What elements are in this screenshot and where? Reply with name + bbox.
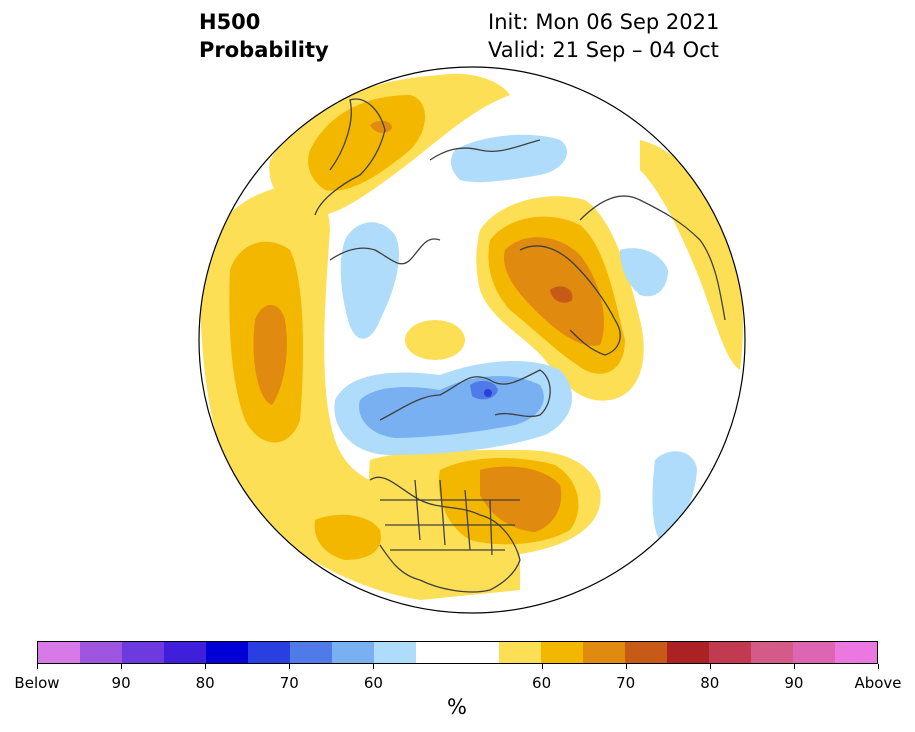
date-info: Init: Mon 06 Sep 2021 Valid: 21 Sep – 04… [488, 8, 719, 64]
colorbar-tick-label: 80 [700, 674, 720, 692]
colorbar-segment [38, 642, 80, 663]
colorbar-tick-label: Above [854, 674, 902, 692]
colorbar-segment [667, 642, 710, 663]
colorbar-tick [709, 664, 711, 669]
colorbar-tick-label: 70 [279, 674, 299, 692]
colorbar-segment [289, 642, 332, 663]
colorbar-segment [163, 642, 206, 663]
anomaly-below-arctic [450, 134, 568, 183]
colorbar-segment [625, 642, 668, 663]
anomaly-below-alaska [340, 222, 400, 339]
anomaly-above-far-east [640, 140, 743, 370]
anomaly-below-canada-mid [359, 375, 544, 438]
colorbar-unit: % [447, 695, 467, 719]
colorbar-tick [878, 664, 879, 669]
coastlines [314, 98, 726, 593]
colorbar-segment [709, 642, 752, 663]
probability-field [199, 67, 745, 613]
colorbar-tick [37, 664, 38, 669]
field-name: H500 [199, 10, 261, 34]
anomaly-above-northwest-mid [308, 95, 425, 191]
anomaly-above-polar [405, 320, 465, 360]
colorbar-tick-label: Below [14, 674, 60, 692]
colorbar-segment [499, 642, 542, 663]
colorbar-tick-label: 60 [532, 674, 552, 692]
colorbar-segment [751, 642, 794, 663]
anomaly-above-pacific-core [253, 305, 287, 405]
colorbar-segment [247, 642, 290, 663]
anomaly-below-atlantic [652, 451, 697, 545]
colorbar-tick [289, 664, 291, 669]
anomaly-above-north-america-core [480, 466, 562, 532]
colorbar-tick [373, 664, 375, 669]
colorbar-tick [121, 664, 123, 669]
colorbar [37, 641, 878, 664]
anomaly-below-siberia [620, 248, 668, 297]
colorbar-segment [79, 642, 122, 663]
colorbar-segment [121, 642, 164, 663]
colorbar-segment [205, 642, 248, 663]
colorbar-segment [793, 642, 836, 663]
colorbar-segment [457, 642, 500, 663]
colorbar-tick [205, 664, 207, 669]
colorbar-tick-label: 60 [363, 674, 383, 692]
colorbar-segment [373, 642, 416, 663]
colorbar-tick [541, 664, 543, 669]
colorbar-tick-label: 90 [784, 674, 804, 692]
colorbar-segment [583, 642, 626, 663]
colorbar-tick [793, 664, 795, 669]
field-type: Probability [199, 38, 329, 62]
colorbar-segment [541, 642, 584, 663]
chart-title: H500 Probability [199, 8, 329, 64]
init-date: Init: Mon 06 Sep 2021 [488, 10, 720, 34]
colorbar-tick-label: 90 [111, 674, 131, 692]
colorbar-segment [835, 642, 878, 663]
colorbar-segment [331, 642, 374, 663]
colorbar-tick-label: 70 [616, 674, 636, 692]
polar-map [198, 66, 746, 614]
colorbar-segment [415, 642, 458, 663]
colorbar-tick [625, 664, 627, 669]
map-boundary [198, 66, 746, 614]
valid-range: Valid: 21 Sep – 04 Oct [488, 38, 719, 62]
colorbar-tick-label: 80 [195, 674, 215, 692]
